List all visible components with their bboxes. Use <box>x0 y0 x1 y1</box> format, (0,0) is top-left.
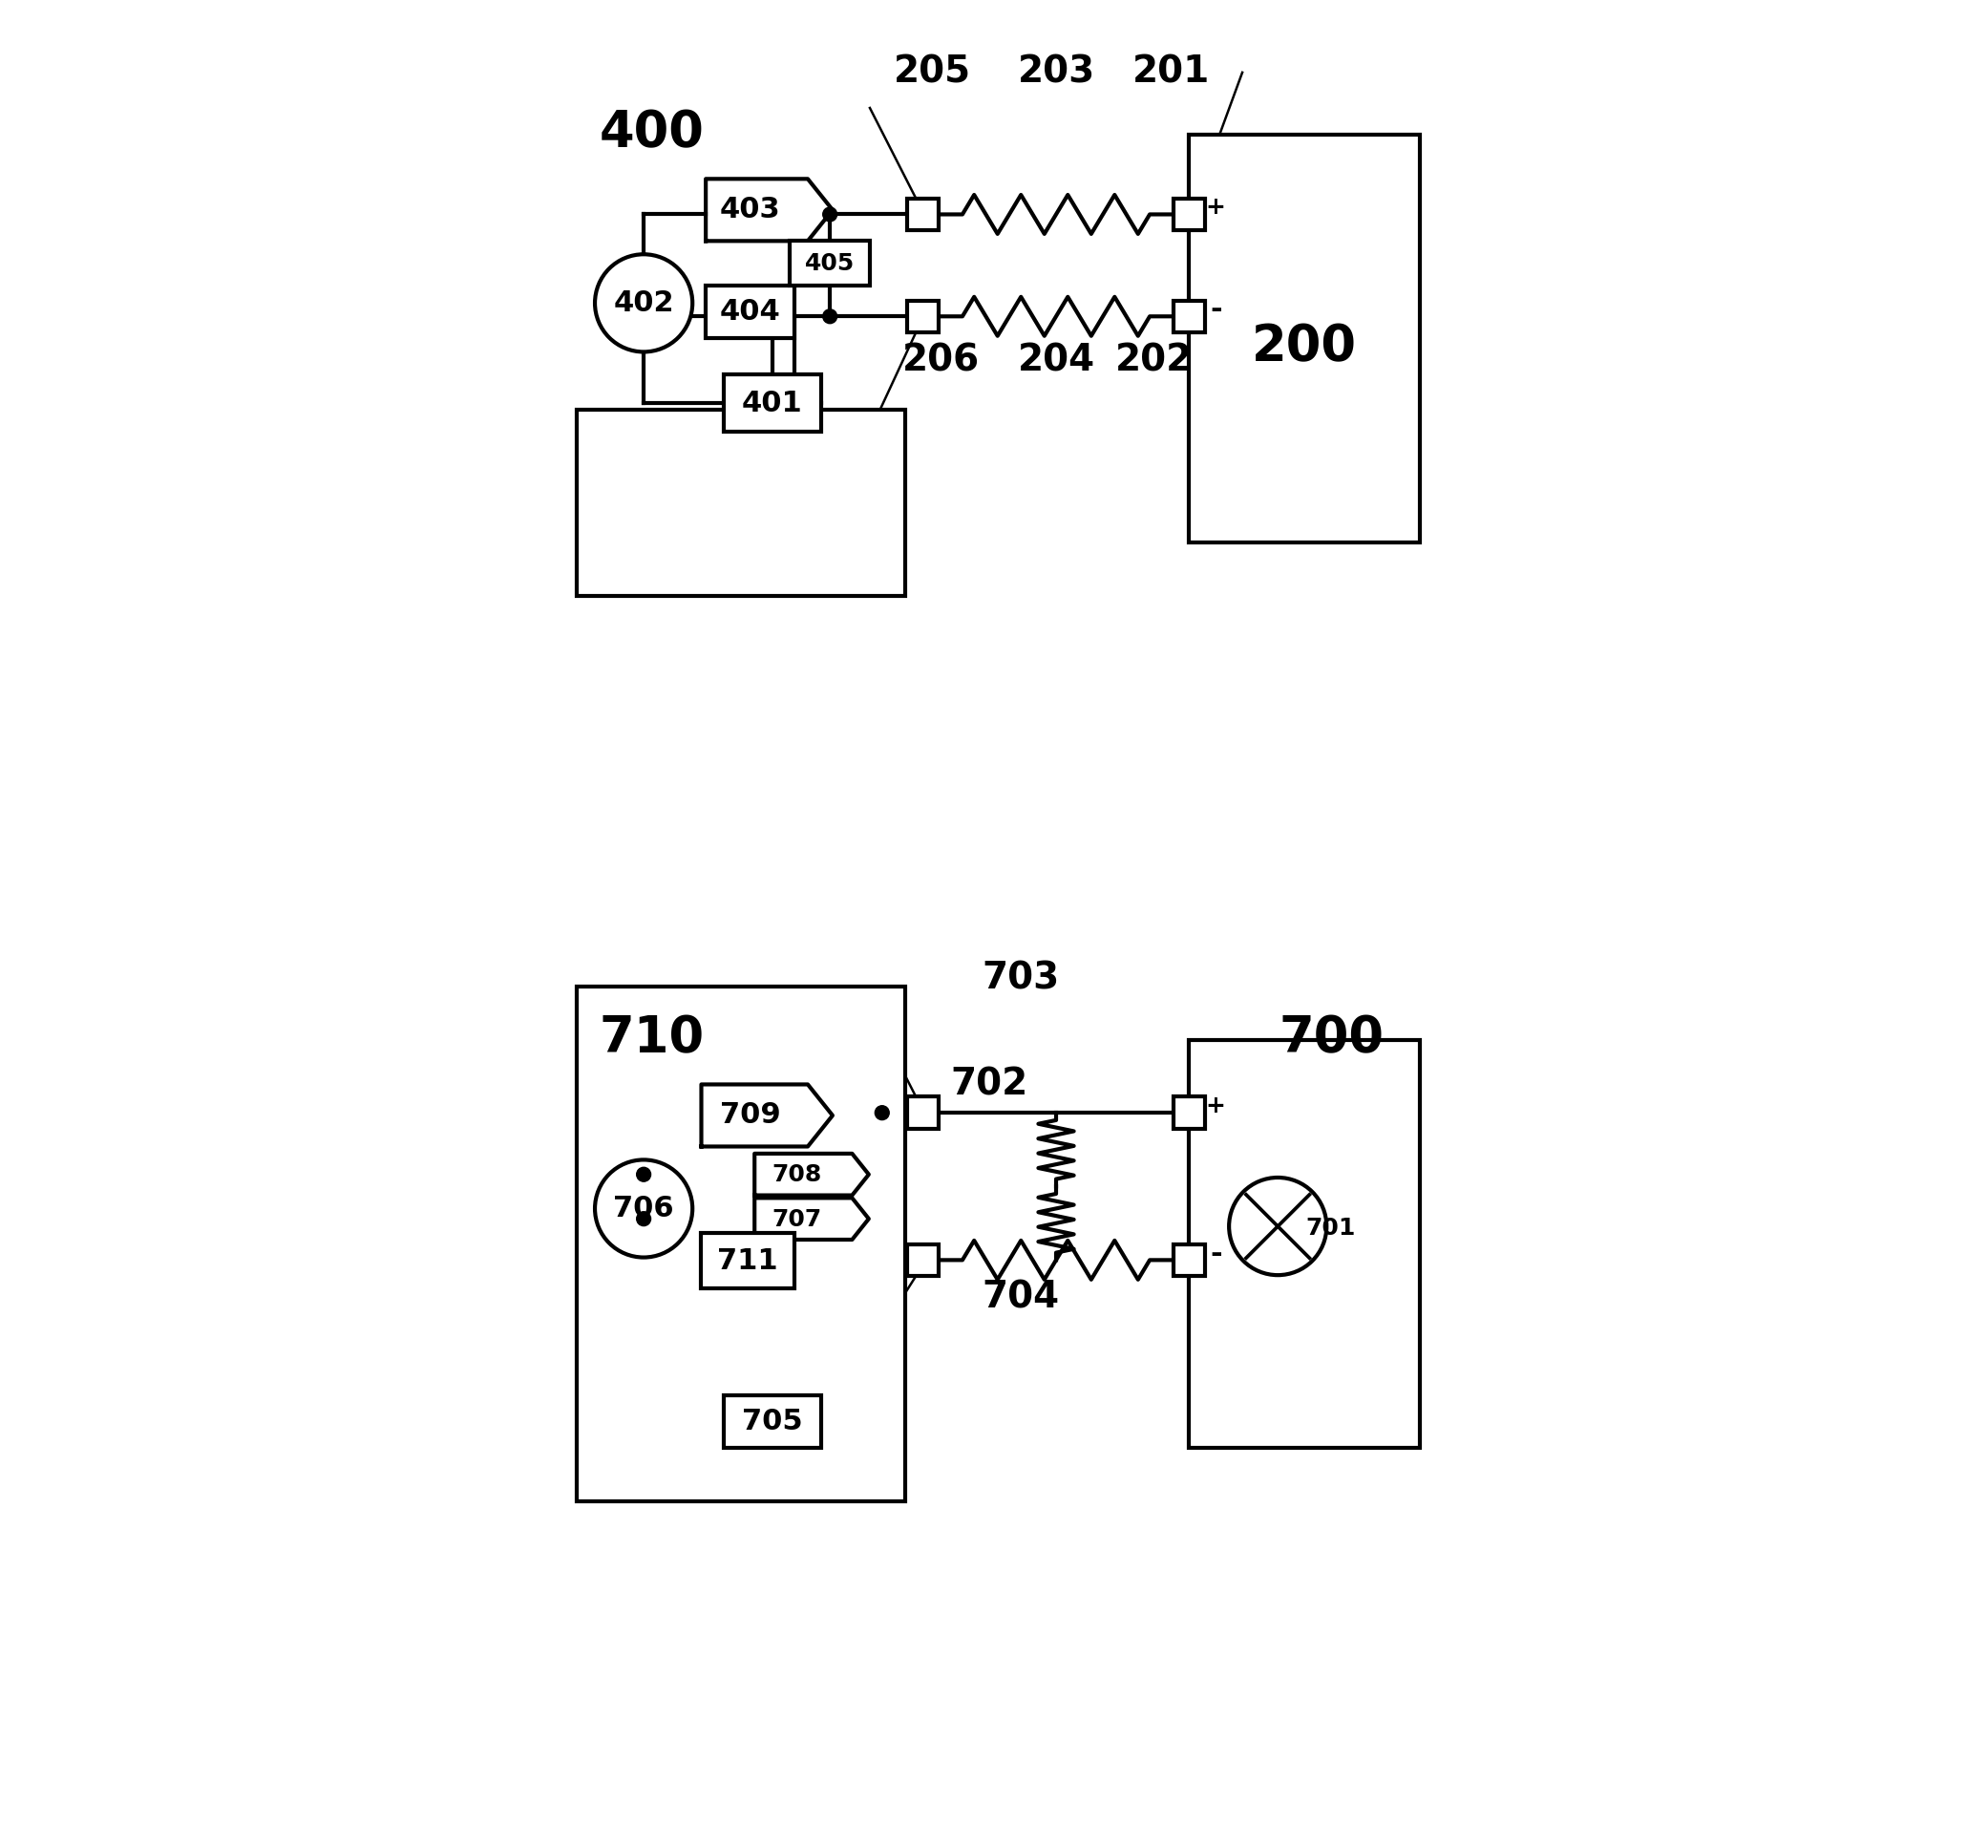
Text: 405: 405 <box>805 251 855 275</box>
Text: 201: 201 <box>1133 54 1211 91</box>
Text: 709: 709 <box>720 1101 781 1129</box>
Bar <box>789 240 871 285</box>
Text: 707: 707 <box>771 1209 823 1231</box>
Text: 203: 203 <box>1018 54 1095 91</box>
Text: 403: 403 <box>720 196 781 224</box>
Text: -: - <box>1209 1240 1223 1268</box>
Bar <box>1173 1244 1205 1275</box>
Text: 400: 400 <box>598 107 704 157</box>
Text: 204: 204 <box>1018 342 1095 379</box>
Text: 202: 202 <box>1115 342 1193 379</box>
Text: 705: 705 <box>742 1408 803 1436</box>
Circle shape <box>636 1212 650 1225</box>
Text: 710: 710 <box>598 1013 704 1063</box>
Bar <box>1189 135 1419 543</box>
Circle shape <box>636 1168 650 1181</box>
Text: 704: 704 <box>982 1279 1060 1316</box>
Bar <box>702 1233 795 1288</box>
Circle shape <box>1229 1177 1326 1275</box>
Bar <box>1189 1040 1419 1449</box>
Text: 703: 703 <box>982 959 1060 996</box>
Text: 205: 205 <box>893 54 970 91</box>
Text: 206: 206 <box>903 342 980 379</box>
Bar <box>907 198 938 231</box>
Text: 702: 702 <box>950 1066 1028 1103</box>
Text: +: + <box>1207 1094 1227 1118</box>
Bar <box>706 285 795 338</box>
Text: 402: 402 <box>614 290 674 316</box>
Circle shape <box>594 255 692 351</box>
Text: 700: 700 <box>1278 1013 1384 1063</box>
Polygon shape <box>755 1198 869 1240</box>
Text: 706: 706 <box>614 1196 674 1222</box>
Bar <box>577 987 905 1501</box>
Text: 701: 701 <box>1306 1216 1356 1240</box>
Text: +: + <box>1207 196 1227 218</box>
Polygon shape <box>755 1153 869 1196</box>
Text: 711: 711 <box>718 1247 777 1275</box>
Polygon shape <box>702 1085 833 1146</box>
Text: 708: 708 <box>771 1164 823 1186</box>
Text: 200: 200 <box>1252 323 1358 371</box>
Text: 401: 401 <box>742 390 803 418</box>
Bar <box>1173 1098 1205 1129</box>
Bar <box>577 410 905 595</box>
Text: -: - <box>1209 296 1223 323</box>
Bar <box>1173 198 1205 231</box>
Bar <box>1173 301 1205 333</box>
Circle shape <box>594 1161 692 1257</box>
Bar <box>907 301 938 333</box>
Text: 404: 404 <box>720 298 781 325</box>
Bar <box>907 1244 938 1275</box>
Bar <box>907 1098 938 1129</box>
Polygon shape <box>706 179 833 240</box>
Circle shape <box>823 207 837 222</box>
Circle shape <box>875 1105 889 1120</box>
Circle shape <box>823 309 837 323</box>
Bar <box>724 1395 821 1449</box>
Bar <box>724 373 821 432</box>
